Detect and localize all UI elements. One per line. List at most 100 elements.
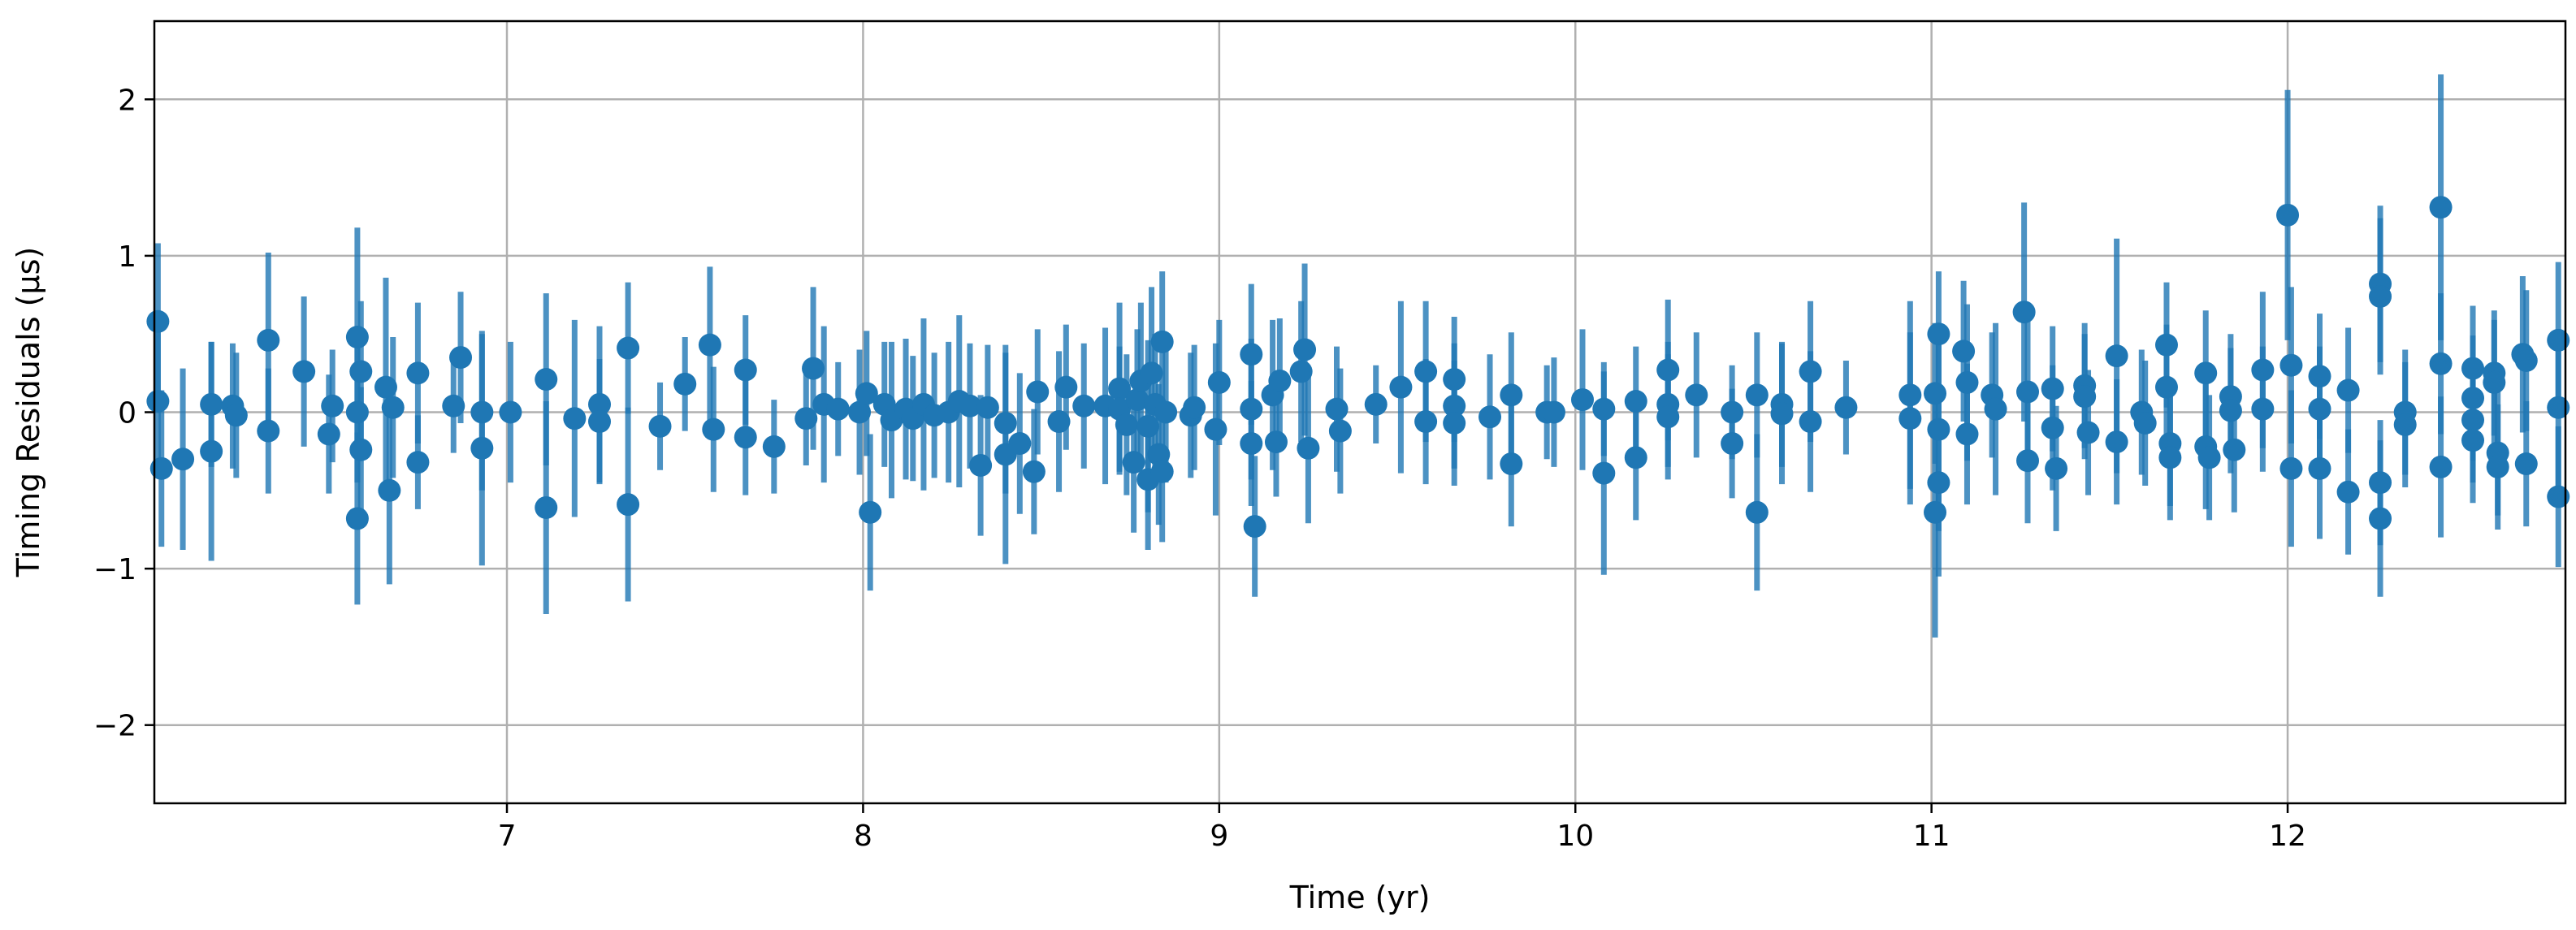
data-point <box>1026 380 1050 404</box>
data-point <box>1500 383 1523 407</box>
data-point <box>345 326 369 349</box>
data-point <box>1924 500 1947 524</box>
data-point <box>1478 405 1502 429</box>
data-point <box>1955 370 1979 394</box>
data-point <box>1592 461 1616 485</box>
data-point <box>1325 397 1349 421</box>
data-point <box>648 414 672 438</box>
data-point <box>1154 400 1178 424</box>
data-point <box>848 400 872 424</box>
data-point <box>2308 365 2331 388</box>
data-point <box>2045 456 2068 480</box>
data-point <box>257 328 280 352</box>
data-point <box>794 407 818 430</box>
data-point <box>2461 429 2485 452</box>
data-point <box>1624 390 1647 413</box>
data-point <box>1685 383 1708 407</box>
data-point <box>1240 432 1263 456</box>
data-point <box>698 333 721 357</box>
data-point <box>2276 203 2300 227</box>
x-axis-label: Time (yr) <box>1289 880 1431 915</box>
data-point <box>859 500 882 524</box>
data-point <box>2547 485 2570 508</box>
data-point <box>1443 394 1466 417</box>
data-point <box>2429 196 2453 219</box>
data-point <box>826 397 850 421</box>
data-point <box>855 382 878 405</box>
data-point <box>1140 361 1163 385</box>
x-axis-ticks: 7 8 9 10 11 12 <box>498 803 2306 853</box>
data-point <box>1122 451 1145 474</box>
x-tick-label: 8 <box>854 820 872 853</box>
data-point <box>1592 397 1616 421</box>
data-point <box>2073 385 2097 409</box>
data-point <box>1207 370 1231 394</box>
data-point <box>1443 411 1466 435</box>
data-point <box>762 435 786 458</box>
data-point <box>2461 387 2485 410</box>
data-point <box>345 507 369 530</box>
data-point <box>2016 449 2040 473</box>
x-tick-label: 12 <box>2269 820 2306 853</box>
data-point <box>317 422 340 446</box>
data-point <box>2219 399 2242 422</box>
data-point <box>1147 443 1171 466</box>
data-point <box>2514 348 2538 372</box>
data-point <box>734 358 757 382</box>
data-point <box>2461 357 2485 380</box>
data-point <box>378 478 401 502</box>
data-point <box>1721 400 1744 424</box>
data-point <box>1898 407 1922 430</box>
data-point <box>2012 301 2036 324</box>
data-point <box>588 392 612 416</box>
data-point <box>470 400 494 424</box>
data-point <box>976 396 999 419</box>
data-point <box>1745 383 1769 407</box>
data-point <box>2105 430 2128 454</box>
x-tick-label: 11 <box>1913 820 1950 853</box>
data-point <box>1542 400 1565 424</box>
data-point <box>349 438 373 461</box>
data-point <box>2393 413 2417 436</box>
data-point <box>588 410 612 434</box>
data-point <box>1008 432 1032 456</box>
data-point <box>2308 397 2331 421</box>
data-point <box>200 392 223 416</box>
data-point <box>1927 322 1950 346</box>
data-point <box>200 439 223 463</box>
data-point <box>345 400 369 424</box>
y-tick-label: 0 <box>118 397 136 430</box>
data-point <box>1047 410 1071 434</box>
data-point <box>2194 361 2218 385</box>
data-point <box>406 451 430 474</box>
data-point <box>563 407 587 430</box>
data-point <box>149 456 173 480</box>
data-point <box>802 357 825 380</box>
data-point <box>406 361 430 385</box>
data-point <box>1389 375 1413 399</box>
data-point <box>2041 377 2064 400</box>
data-point <box>1072 394 1096 417</box>
data-point <box>349 360 373 383</box>
data-point <box>224 404 248 427</box>
data-point <box>1656 405 1680 429</box>
y-tick-label: −1 <box>93 553 136 586</box>
data-point <box>146 309 170 333</box>
data-point <box>1770 402 1794 426</box>
data-point <box>1656 358 1680 382</box>
data-point <box>1150 330 1174 353</box>
data-point <box>321 394 344 417</box>
data-point <box>1834 396 1858 419</box>
data-point <box>2251 397 2275 421</box>
data-point <box>2154 333 2178 357</box>
data-point <box>1414 360 1438 383</box>
data-point <box>2483 370 2506 394</box>
y-tick-label: 2 <box>118 84 136 117</box>
data-point <box>1022 460 1046 483</box>
data-points <box>146 196 2570 539</box>
data-point <box>1289 360 1313 383</box>
data-point <box>958 394 981 417</box>
data-point <box>994 411 1017 435</box>
data-point <box>1799 410 1822 434</box>
